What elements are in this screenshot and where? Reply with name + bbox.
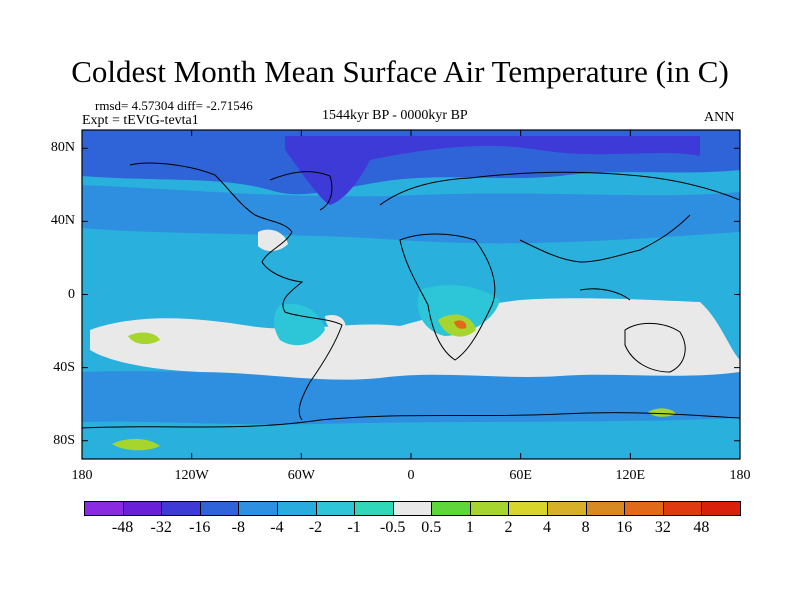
lon-label: 60E xyxy=(509,468,532,483)
lon-label: 120W xyxy=(174,468,209,483)
near-zero-north-america-patch xyxy=(258,229,288,252)
colorbar-label: -32 xyxy=(150,519,172,536)
experiment-label: Expt = tEVtG-tevta1 xyxy=(82,113,199,128)
colorbar-label: -48 xyxy=(111,519,134,536)
lat-label: 40N xyxy=(50,213,75,229)
lon-label: 180 xyxy=(729,468,751,483)
colorbar-swatch xyxy=(624,501,664,516)
colorbar-label: -4 xyxy=(270,519,284,536)
colorbar-swatch xyxy=(161,501,201,516)
colorbar-label: 1 xyxy=(465,519,474,536)
lat-label: 0 xyxy=(68,286,75,302)
arctic-very-cold-region xyxy=(285,136,700,205)
colorbar-label: -1 xyxy=(347,519,361,536)
colorbar-label: 4 xyxy=(543,519,552,536)
colorbar-label: 8 xyxy=(581,519,590,536)
colorbar-swatch xyxy=(122,501,163,516)
colorbar-swatch xyxy=(662,501,703,516)
colorbar-swatch xyxy=(585,501,626,516)
colorbar-swatch xyxy=(199,501,240,516)
colorbar-label: 0.5 xyxy=(421,519,442,536)
stats-text: rmsd= 4.57304 diff= -2.71546 xyxy=(95,98,253,113)
near-zero-south-america-patch xyxy=(325,314,346,332)
colorbar-label: 32 xyxy=(654,519,671,536)
colorbar-swatch xyxy=(315,501,356,516)
colorbar-swatch xyxy=(508,501,549,516)
colorbar-label: -16 xyxy=(189,519,211,536)
lon-label: 180 xyxy=(71,468,93,483)
season-label: ANN xyxy=(704,110,735,125)
lat-label: 80S xyxy=(53,432,75,448)
colorbar-label: -0.5 xyxy=(380,519,406,536)
warm-antarctic-patch xyxy=(112,438,160,451)
cool-band-south xyxy=(82,371,740,425)
lon-label: 120E xyxy=(615,468,646,483)
coastlines xyxy=(82,162,740,429)
hot-africa-patch xyxy=(454,320,467,329)
colorbar-label: 16 xyxy=(616,519,633,536)
lon-label: 0 xyxy=(407,468,415,483)
warm-pacific-patch xyxy=(128,332,160,345)
colorbar-label: 2 xyxy=(504,519,513,536)
lat-label: 80N xyxy=(50,140,75,156)
colorbar-swatch xyxy=(354,501,394,516)
colorbar-swatch xyxy=(431,501,471,516)
near-zero-southern-band xyxy=(90,298,740,380)
warm-antarctic-patch-2 xyxy=(648,408,676,417)
teal-tropical-patch xyxy=(417,285,500,336)
colorbar-swatch xyxy=(469,501,510,516)
period-label: 1544kyr BP - 0000kyr BP xyxy=(322,108,468,123)
colorbar-label: -2 xyxy=(308,519,323,536)
chart-title: Coldest Month Mean Surface Air Temperatu… xyxy=(71,54,729,89)
colorbar-swatch xyxy=(238,501,278,516)
colorbar-swatch xyxy=(392,501,433,516)
lat-label: 40S xyxy=(53,359,75,375)
colorbar-label: -8 xyxy=(231,519,246,536)
teal-south-america-patch xyxy=(274,303,325,346)
cool-band-north xyxy=(82,185,740,244)
colorbar-swatch xyxy=(84,501,124,516)
colorbar-swatch xyxy=(701,501,741,516)
colorbar-swatch xyxy=(547,501,587,516)
lon-label: 60W xyxy=(287,468,315,483)
colorbar-label: 48 xyxy=(693,519,710,536)
colorbar-swatch xyxy=(276,501,317,516)
